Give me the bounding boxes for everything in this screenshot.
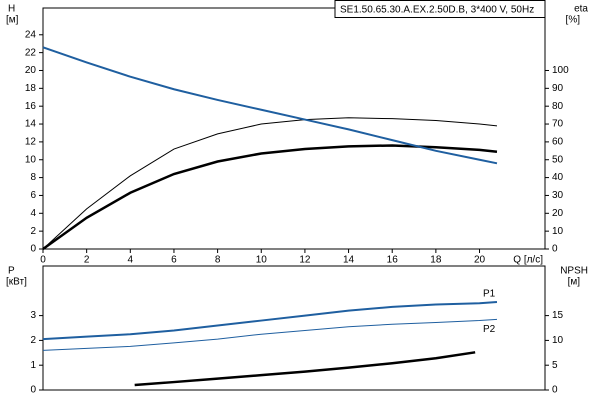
y-tick-label: 14: [25, 119, 37, 130]
y-tick-label: 8: [30, 172, 36, 183]
y2-tick-label: 100: [552, 65, 569, 76]
y-tick-label: 18: [25, 83, 37, 94]
y-tick-label: 10: [25, 154, 37, 165]
y-tick-label: 20: [25, 65, 37, 76]
y2-tick-label: 80: [552, 101, 564, 112]
y-tick-label: 3: [30, 310, 36, 321]
y2-tick-label: 10: [552, 226, 564, 237]
y-tick-label: 1: [30, 360, 36, 371]
series-line: [42, 144, 498, 251]
y-tick-label: 2: [30, 335, 36, 346]
y-axis-unit: [м]: [6, 15, 19, 26]
y-axis-unit: [кВт]: [6, 277, 27, 288]
plot-frame: [42, 265, 546, 391]
y2-tick-label: 0: [552, 385, 558, 396]
y2-tick-label: 30: [552, 190, 564, 201]
y-tick-label: 22: [25, 47, 37, 58]
plot-frame: [42, 7, 546, 250]
x-tick-label: 10: [256, 255, 268, 266]
x-axis-label: Q [л/с]: [513, 255, 543, 266]
y2-axis-unit: [%]: [566, 15, 581, 26]
y2-tick-label: 60: [552, 137, 564, 148]
chart-title: SE1.50.65.30.A.EX.2.50D.B, 3*400 V, 50Hz: [340, 5, 534, 16]
series-line: [134, 351, 476, 387]
x-tick-label: 14: [343, 255, 355, 266]
x-tick-label: 0: [40, 255, 46, 266]
series-line: [42, 300, 498, 341]
y2-tick-label: 20: [552, 208, 564, 219]
x-tick-label: 8: [215, 255, 221, 266]
y-axis-label: H: [8, 4, 15, 15]
y2-tick-label: 5: [552, 360, 558, 371]
series-line: [42, 46, 498, 165]
y-tick-label: 24: [25, 29, 37, 40]
y-tick-label: 4: [30, 208, 36, 219]
y2-tick-label: 0: [552, 244, 558, 255]
y2-axis-label: eta: [574, 4, 588, 15]
y2-tick-label: 10: [552, 335, 564, 346]
y-tick-label: 0: [30, 244, 36, 255]
series-label: P2: [483, 324, 496, 335]
x-tick-label: 2: [84, 255, 90, 266]
x-tick-label: 20: [474, 255, 486, 266]
y-tick-label: 0: [30, 385, 36, 396]
x-tick-label: 12: [299, 255, 311, 266]
y-tick-label: 12: [25, 137, 37, 148]
y2-axis-unit: [м]: [568, 277, 581, 288]
y2-tick-label: 40: [552, 172, 564, 183]
series-line: [42, 117, 498, 250]
y2-axis-label: NPSH: [560, 266, 588, 277]
y2-tick-label: 90: [552, 83, 564, 94]
x-tick-label: 18: [430, 255, 442, 266]
y2-tick-label: 50: [552, 154, 564, 165]
series-label: P1: [483, 289, 496, 300]
y-axis-label: P: [8, 266, 15, 277]
x-tick-label: 4: [128, 255, 134, 266]
y2-tick-label: 70: [552, 119, 564, 130]
y-tick-label: 6: [30, 190, 36, 201]
y2-tick-label: 15: [552, 310, 564, 321]
y-tick-label: 16: [25, 101, 37, 112]
title-box: [334, 0, 546, 18]
x-tick-label: 16: [387, 255, 399, 266]
y-tick-label: 2: [30, 226, 36, 237]
series-line: [42, 318, 498, 351]
x-tick-label: 6: [171, 255, 177, 266]
